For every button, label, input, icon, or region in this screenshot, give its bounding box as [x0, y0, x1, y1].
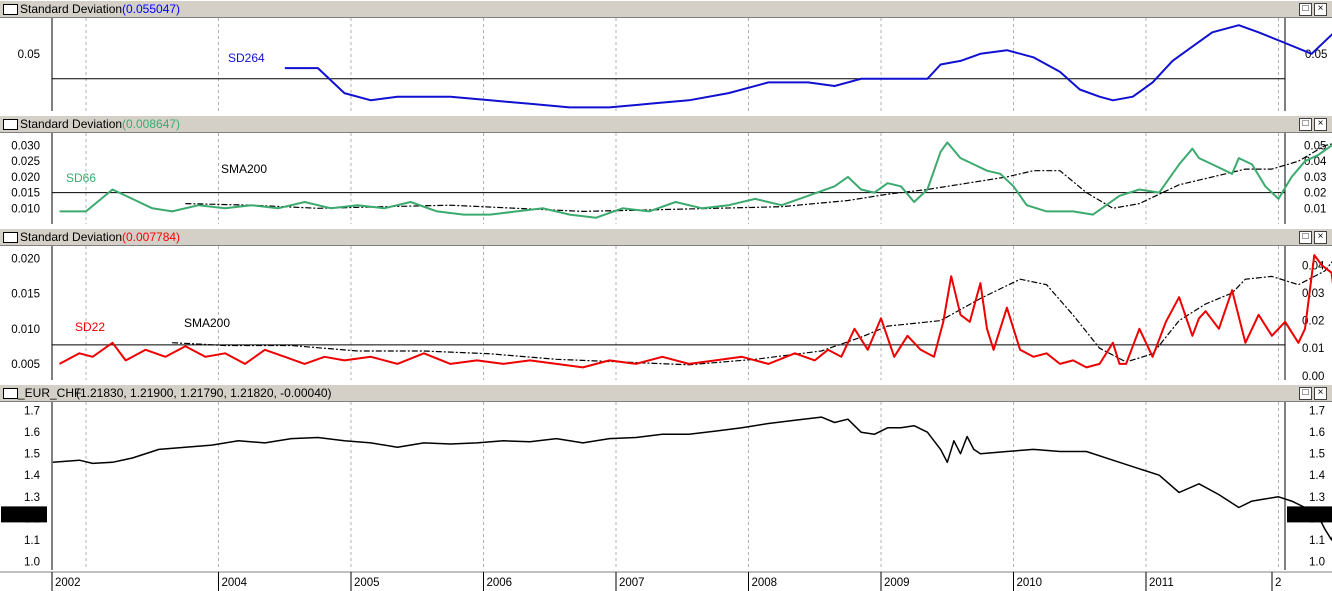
pane-menu-icon[interactable]	[3, 4, 18, 15]
y-tick-label-right: 0.03	[1302, 288, 1324, 300]
restore-button[interactable]: □	[1299, 231, 1312, 244]
pane-value: (0.055047)	[122, 2, 181, 16]
last-price-tag-left	[1, 506, 47, 523]
y-tick-label: 0.015	[11, 289, 40, 301]
close-button[interactable]: ×	[1314, 118, 1327, 131]
y-tick-label-right: 0.01	[1304, 203, 1326, 215]
pane-menu-icon[interactable]	[3, 232, 18, 243]
x-tick-label: 2009	[884, 577, 910, 589]
pane-title: Standard Deviation	[20, 117, 123, 131]
series-line-sd66	[59, 141, 1332, 219]
x-tick-label: 2011	[1149, 577, 1174, 589]
y-tick-label: 1.0	[24, 556, 40, 568]
pane-titlebar[interactable]: Standard Deviation (0.008647) □ ×	[0, 115, 1332, 133]
y-tick-label-right: 0.02	[1304, 188, 1326, 200]
y-tick-label: 0.020	[11, 172, 40, 184]
x-tick-label: 2005	[354, 577, 380, 589]
y-tick-label-right: 1.3	[1309, 492, 1325, 504]
pane-value: (1.21830, 1.21900, 1.21790, 1.21820, -0.…	[76, 386, 332, 400]
y-tick-label: 0.025	[11, 156, 40, 168]
pane-title: _EUR_CHF	[18, 386, 82, 400]
annotation-sd264: SD264	[228, 51, 265, 65]
y-tick-label-right: 0.02	[1302, 316, 1324, 328]
series-line-sd264	[284, 24, 1332, 109]
x-tick-label: 2008	[752, 577, 778, 589]
y-tick-label: 0.020	[11, 254, 40, 266]
pane-value: (0.007784)	[122, 230, 181, 244]
y-tick-label: 1.6	[24, 427, 40, 439]
x-tick-label: 2002	[55, 577, 81, 589]
x-tick-label: 2010	[1017, 577, 1043, 589]
annotation-sd66: SD66	[66, 171, 96, 185]
y-tick-label: 0.05	[18, 49, 40, 61]
close-button[interactable]: ×	[1314, 3, 1327, 16]
close-button[interactable]: ×	[1314, 231, 1327, 244]
y-tick-label: 1.5	[24, 449, 40, 461]
x-tick-label: 2006	[487, 577, 513, 589]
last-price-label-left: 1.21820	[3, 509, 45, 521]
last-price-label-right: 1.21820	[1288, 509, 1330, 521]
y-tick-label: 1.4	[24, 470, 41, 482]
pane-sd66: Standard Deviation (0.008647) □ ×	[0, 115, 1332, 225]
y-tick-label-right: 1.7	[1309, 406, 1325, 418]
y-tick-label: 1.3	[24, 492, 40, 504]
series-line-eur-chf	[52, 416, 1332, 541]
pane-titlebar[interactable]: Standard Deviation (0.055047) □ ×	[0, 0, 1332, 18]
y-tick-label-right: 0.01	[1302, 343, 1324, 355]
annotation-sd22: SD22	[75, 320, 105, 334]
pane-sd22: Standard Deviation (0.007784) □ ×	[0, 228, 1332, 380]
y-tick-label: 0.015	[11, 188, 40, 200]
close-button[interactable]: ×	[1314, 387, 1327, 400]
restore-button[interactable]: □	[1299, 118, 1312, 131]
pane-title: Standard Deviation	[20, 230, 123, 244]
x-tick-label: 2004	[222, 577, 248, 589]
y-tick-label-right: 1.5	[1309, 449, 1325, 461]
annotation-sma200: SMA200	[221, 162, 267, 176]
y-tick-label-right: 0.05	[1305, 49, 1327, 61]
series-line-sd22	[59, 254, 1332, 369]
pane-sd264: Standard Deviation (0.055047) □ ×	[0, 0, 1332, 112]
y-tick-label: 0.010	[11, 203, 40, 215]
pane-menu-icon[interactable]	[3, 119, 18, 130]
last-price-tag-right	[1287, 506, 1332, 523]
annotation-sma200: SMA200	[184, 316, 230, 330]
pane-titlebar[interactable]: _EUR_CHF (1.21830, 1.21900, 1.21790, 1.2…	[0, 384, 1332, 402]
series-line-sma200	[185, 143, 1332, 212]
y-tick-label-right: 1.4	[1309, 470, 1326, 482]
x-tick-label: 2	[1275, 577, 1281, 589]
y-tick-label-right: 0.05	[1304, 141, 1326, 153]
y-tick-label-right: 0.04	[1304, 156, 1327, 168]
y-tick-label: 1.7	[24, 406, 40, 418]
y-tick-label-right: 1.1	[1309, 535, 1325, 547]
pane-value: (0.008647)	[122, 117, 181, 131]
pane-titlebar[interactable]: Standard Deviation (0.007784) □ ×	[0, 228, 1332, 246]
y-tick-label: 0.030	[11, 141, 40, 153]
series-line-sma200	[172, 261, 1332, 366]
y-tick-label: 1.1	[24, 535, 40, 547]
y-tick-label: 0.010	[11, 324, 40, 336]
restore-button[interactable]: □	[1299, 387, 1312, 400]
y-tick-label-right: 1.0	[1309, 556, 1325, 568]
restore-button[interactable]: □	[1299, 3, 1312, 16]
y-tick-label-right: 0.00	[1302, 371, 1324, 383]
pane-title: Standard Deviation	[20, 2, 123, 16]
y-tick-label: 0.005	[11, 359, 40, 371]
pane-eurchf: _EUR_CHF (1.21830, 1.21900, 1.21790, 1.2…	[0, 384, 1332, 570]
pane-menu-icon[interactable]	[3, 388, 18, 399]
x-tick-label: 2007	[619, 577, 645, 589]
y-tick-label-right: 0.03	[1304, 172, 1326, 184]
y-tick-label-right: 1.6	[1309, 427, 1325, 439]
